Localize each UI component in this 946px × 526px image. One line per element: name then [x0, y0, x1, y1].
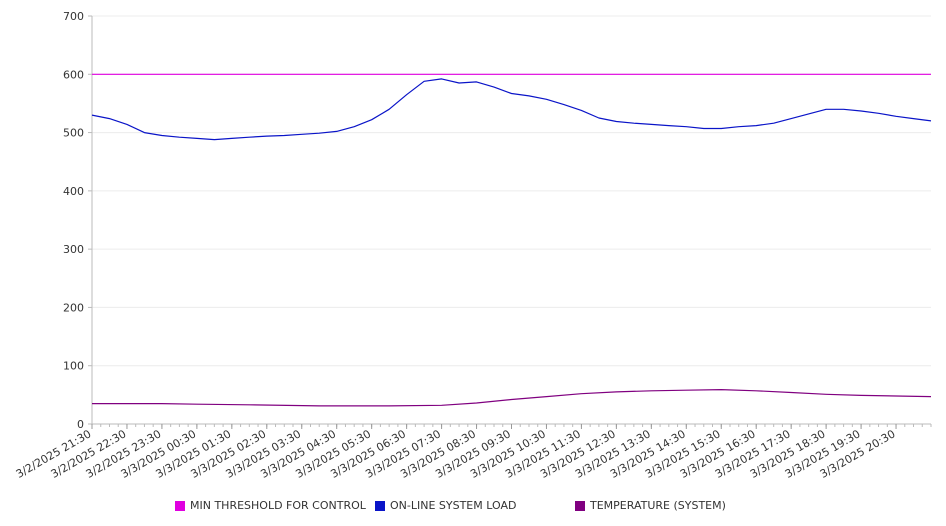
- legend-label: TEMPERATURE (SYSTEM): [590, 499, 726, 512]
- legend-label: MIN THRESHOLD FOR CONTROL: [190, 499, 366, 512]
- y-tick-label: 200: [63, 301, 84, 314]
- series-line: [91, 78, 932, 141]
- y-tick-label: 0: [77, 418, 84, 431]
- y-tick-label: 500: [63, 127, 84, 140]
- y-tick-label: 100: [63, 360, 84, 373]
- y-tick-label: 400: [63, 185, 84, 198]
- y-tick-label: 700: [63, 10, 84, 23]
- legend-swatch: [575, 500, 585, 511]
- legend: MIN THRESHOLD FOR CONTROL ON-LINE SYSTEM …: [0, 499, 946, 513]
- legend-label: ON-LINE SYSTEM LOAD: [390, 499, 517, 512]
- y-tick-label: 300: [63, 243, 84, 256]
- x-axis: 3/2/2025 21:303/2/2025 22:303/2/2025 23:…: [14, 423, 932, 481]
- legend-swatch: [375, 500, 385, 511]
- gridlines: [92, 15, 931, 367]
- legend-swatch: [175, 500, 185, 511]
- y-axis: 0 100 200 300 400 500 600 700: [63, 10, 93, 431]
- legend-item: ON-LINE SYSTEM LOAD: [375, 499, 516, 512]
- series-lines: [91, 73, 932, 407]
- legend-item: MIN THRESHOLD FOR CONTROL: [175, 499, 366, 512]
- legend-item: TEMPERATURE (SYSTEM): [575, 499, 726, 512]
- y-tick-label: 600: [63, 68, 84, 81]
- series-line: [92, 389, 932, 407]
